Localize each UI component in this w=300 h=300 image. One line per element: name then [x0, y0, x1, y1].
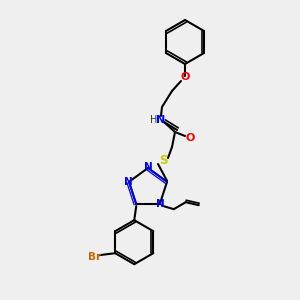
- Text: N: N: [144, 162, 152, 172]
- Text: Br: Br: [88, 252, 101, 262]
- Text: O: O: [180, 72, 190, 82]
- Text: O: O: [185, 133, 195, 143]
- Text: S: S: [159, 154, 167, 167]
- Text: N: N: [156, 199, 165, 209]
- Text: N: N: [124, 177, 132, 187]
- Text: N: N: [156, 115, 166, 125]
- Text: H: H: [150, 115, 158, 125]
